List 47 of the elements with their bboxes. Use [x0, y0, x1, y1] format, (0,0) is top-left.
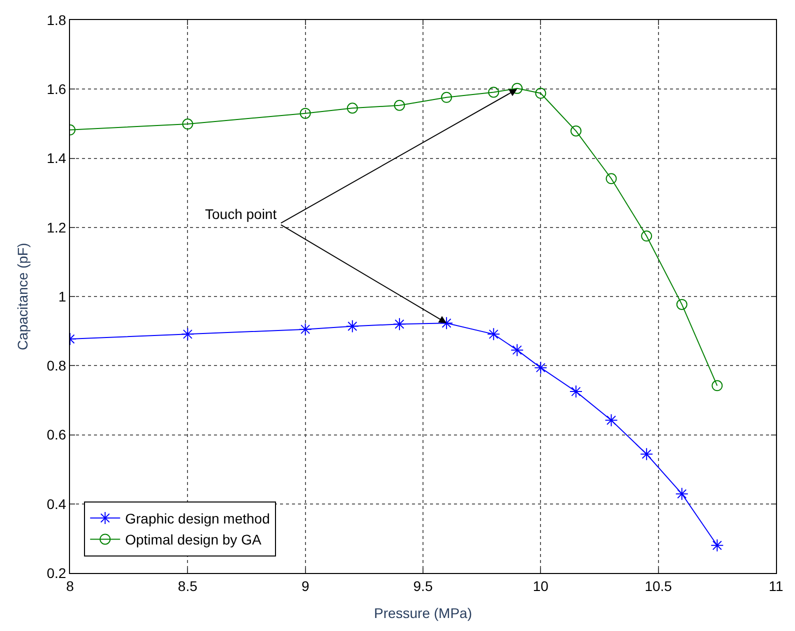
y-tick-label: 0.6 [46, 426, 66, 443]
x-tick-label: 10 [532, 578, 549, 594]
point [534, 361, 548, 374]
point [640, 448, 654, 461]
point [298, 322, 312, 336]
x-axis-title: Pressure (MPa) [374, 605, 472, 622]
point [394, 100, 405, 111]
y-tick-label: 0.2 [46, 564, 66, 581]
y-tick-label: 1.4 [46, 150, 66, 166]
point [604, 414, 618, 427]
point [181, 328, 194, 341]
point [346, 320, 359, 333]
x-tick-label: 8 [66, 578, 74, 594]
point [676, 298, 688, 310]
point [535, 88, 546, 99]
y-tick-label: 0.8 [46, 358, 66, 374]
point [182, 118, 194, 130]
legend-label: Optimal design by GA [125, 532, 262, 548]
point [569, 385, 582, 398]
y-tick-label: 1 [58, 288, 66, 304]
point [712, 380, 723, 392]
x-tick-label: 9.5 [413, 578, 433, 594]
x-tick-label: 8.5 [178, 578, 198, 594]
y-tick-label: 1.8 [46, 12, 66, 28]
y-axis-title: Capacitance (pF) [14, 242, 30, 350]
point [488, 86, 500, 98]
point [710, 538, 724, 552]
legend-label: Graphic design method [125, 510, 270, 526]
point [300, 108, 311, 119]
y-tick-label: 1.2 [46, 219, 66, 236]
point [487, 328, 500, 341]
point [440, 316, 454, 330]
point [570, 125, 582, 136]
point [606, 173, 617, 184]
point [392, 318, 406, 331]
y-tick-label: 1.6 [46, 81, 66, 98]
point [512, 82, 523, 94]
x-tick-label: 9 [301, 578, 310, 594]
point [346, 102, 358, 114]
x-tick-label: 10.5 [644, 578, 672, 594]
annotation: Touch point [205, 206, 277, 222]
point [441, 92, 452, 103]
point [675, 487, 688, 500]
y-tick-label: 0.4 [46, 496, 66, 512]
point [510, 344, 524, 357]
point [641, 230, 652, 242]
x-tick-label: 11 [768, 578, 784, 594]
